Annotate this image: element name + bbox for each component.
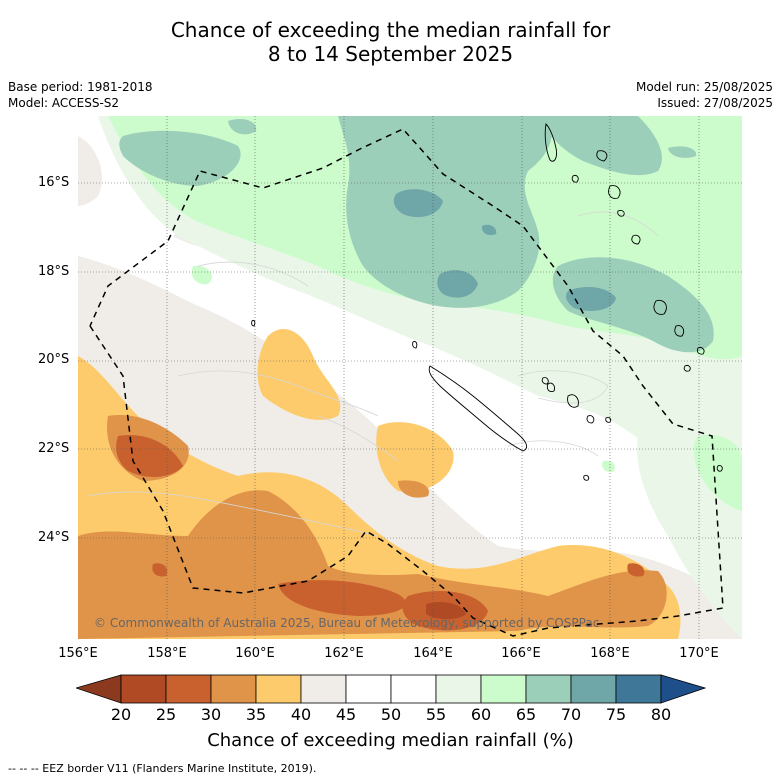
colorbar-title: Chance of exceeding median rainfall (%) — [207, 730, 574, 751]
lat-label-24s: 24°S — [38, 530, 70, 545]
lat-label-16s: 16°S — [38, 175, 70, 190]
colorbar-45-50 — [345, 674, 392, 704]
zone-25-30-d — [152, 563, 168, 577]
colorbar-65-70 — [525, 674, 572, 704]
zone-25-30-e — [627, 563, 645, 577]
colorbar-tick-30: 30 — [200, 705, 222, 724]
base-period: Base period: 1981-2018 — [8, 80, 153, 94]
lat-label-22s: 22°S — [38, 441, 70, 456]
colorbar-tick-75: 75 — [605, 705, 627, 724]
zone-60-65-d — [602, 460, 615, 473]
small-islands — [251, 319, 549, 385]
lon-label-158e: 158°E — [147, 646, 187, 661]
zone-35-40-b — [257, 328, 341, 420]
zone-70-75-c — [566, 286, 616, 311]
rainfall-map: © Commonwealth of Australia 2025, Bureau… — [78, 116, 742, 639]
colorbar-tick-60: 60 — [470, 705, 492, 724]
lon-label-162e: 162°E — [324, 646, 364, 661]
lon-label-170e: 170°E — [679, 646, 719, 661]
colorbar-tick-80: 80 — [650, 705, 672, 724]
contour-lines — [87, 211, 659, 537]
zone-25-30 — [116, 435, 183, 478]
colorbar-55-60 — [435, 674, 482, 704]
colorbar-tick-45: 45 — [335, 705, 357, 724]
colorbar-tick-70: 70 — [560, 705, 582, 724]
model-run: Model run: 25/08/2025 — [635, 80, 773, 94]
colorbar-extend-low — [76, 674, 122, 704]
colorbar-35-40 — [255, 674, 302, 704]
zone-30-35 — [78, 490, 667, 639]
meta-left: Base period: 1981-2018 Model: ACCESS-S2 — [8, 79, 153, 111]
colorbar-20-25 — [120, 674, 167, 704]
title-line-2: 8 to 14 September 2025 — [267, 42, 514, 66]
zone-65-70-c — [552, 257, 714, 353]
zone-60-65-c — [191, 265, 213, 285]
lon-label-156e: 156°E — [58, 646, 98, 661]
zone-25-30-b — [278, 580, 406, 616]
colorbar-tick-40: 40 — [290, 705, 312, 724]
issued-date: Issued: 27/08/2025 — [657, 96, 773, 110]
copyright-notice: © Commonwealth of Australia 2025, Bureau… — [94, 616, 599, 630]
new-caledonia-island — [428, 365, 528, 452]
zone-40-45-north — [78, 136, 102, 206]
chart-title: Chance of exceeding the median rainfall … — [0, 18, 781, 66]
colorbar-40-45 — [300, 674, 347, 704]
zone-70-75 — [393, 189, 443, 218]
zone-30-35-c — [398, 480, 429, 498]
colorbar-60-65 — [480, 674, 527, 704]
meta-right: Model run: 25/08/2025 Issued: 27/08/2025 — [636, 79, 773, 111]
colorbar-50-55 — [390, 674, 437, 704]
colorbar-30-35 — [210, 674, 257, 704]
vanuatu-islands — [544, 123, 723, 472]
map-panel: © Commonwealth of Australia 2025, Bureau… — [78, 116, 742, 639]
zone-20-25 — [426, 602, 466, 620]
colorbar — [76, 674, 706, 704]
zone-60-65-b — [693, 434, 742, 511]
zone-70-75-d — [481, 224, 497, 236]
colorbar-75-80 — [615, 674, 662, 704]
colorbar-tick-35: 35 — [245, 705, 267, 724]
lat-label-18s: 18°S — [38, 264, 70, 279]
graticule — [78, 116, 742, 639]
colorbar-tick-65: 65 — [515, 705, 537, 724]
colorbar-tick-20: 20 — [110, 705, 132, 724]
loyalty-islands — [546, 382, 612, 481]
colorbar-25-30 — [165, 674, 212, 704]
lon-label-160e: 160°E — [235, 646, 275, 661]
zone-35-40-c — [376, 422, 454, 492]
title-line-1: Chance of exceeding the median rainfall … — [170, 18, 611, 42]
zone-65-70-b — [538, 116, 662, 176]
model-name: Model: ACCESS-S2 — [8, 96, 120, 110]
colorbar-tick-55: 55 — [425, 705, 447, 724]
colorbar-extend-high — [660, 674, 706, 704]
lon-label-168e: 168°E — [590, 646, 630, 661]
zone-65-70 — [338, 116, 552, 308]
lon-label-166e: 166°E — [501, 646, 541, 661]
eez-legend: -- -- -- EEZ border V11 (Flanders Marine… — [8, 762, 317, 775]
zone-65-70-d — [119, 130, 241, 186]
zone-65-70-e — [228, 119, 257, 135]
lat-label-20s: 20°S — [38, 352, 70, 367]
zone-65-70-f — [668, 146, 697, 158]
eez-border — [89, 128, 724, 637]
colorbar-tick-50: 50 — [380, 705, 402, 724]
zone-70-75-b — [437, 270, 478, 298]
colorbar-tick-25: 25 — [155, 705, 177, 724]
colorbar-70-75 — [570, 674, 617, 704]
lon-label-164e: 164°E — [413, 646, 453, 661]
